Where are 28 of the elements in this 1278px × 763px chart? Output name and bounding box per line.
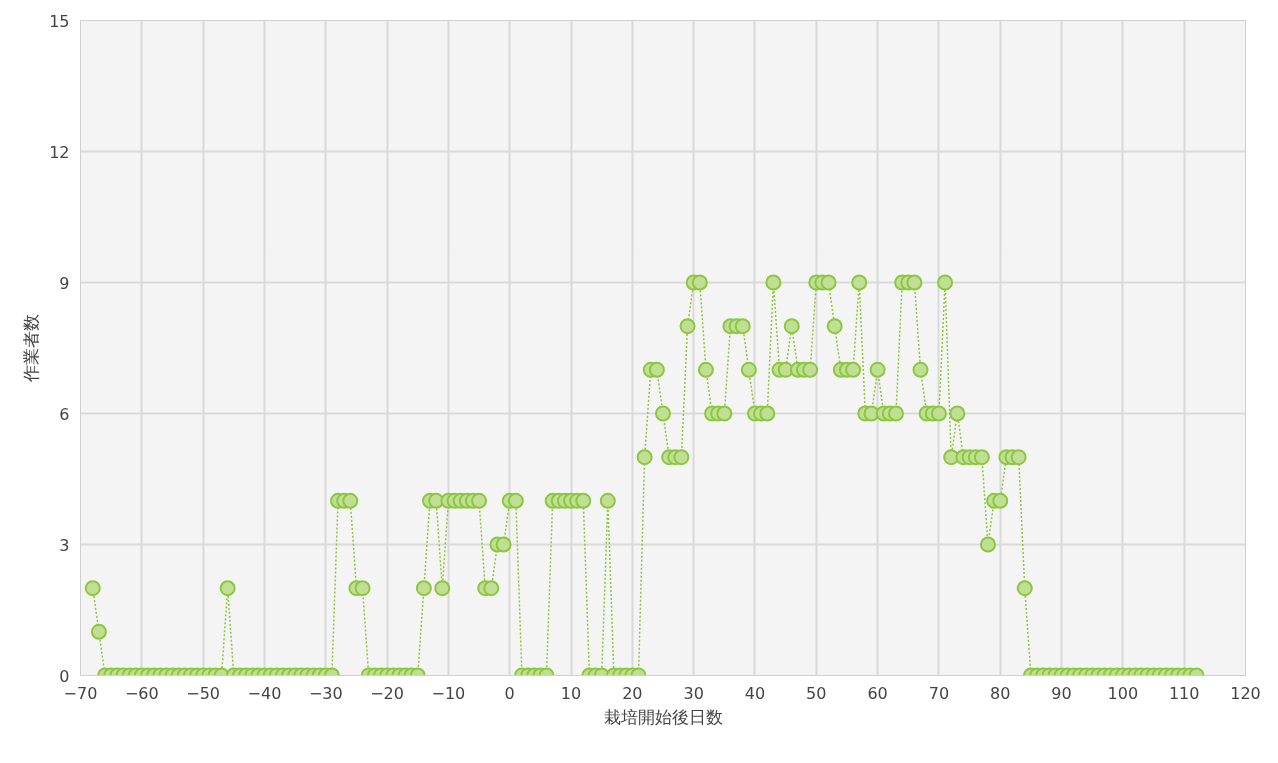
x-tick-label: 0	[504, 683, 515, 703]
x-tick-label: 120	[1230, 683, 1261, 703]
y-tick-label: 0	[59, 666, 70, 686]
x-tick-label: 80	[990, 683, 1011, 703]
x-axis-title: 栽培開始後日数	[603, 706, 723, 727]
x-tick-label: −60	[124, 683, 159, 703]
x-tick-label: 50	[806, 683, 827, 703]
x-tick-label: 90	[1051, 683, 1072, 703]
x-tick-label: −40	[247, 683, 282, 703]
x-tick-label: −50	[186, 683, 221, 703]
x-tick-label: 100	[1107, 683, 1139, 703]
x-tick-label: −70	[63, 683, 98, 703]
x-tick-label: 60	[867, 683, 888, 703]
y-tick-label: 3	[59, 535, 70, 555]
y-tick-label: 15	[49, 11, 70, 31]
x-tick-label: 30	[683, 683, 704, 703]
x-tick-label: −20	[370, 683, 404, 703]
y-tick-label: 12	[49, 142, 70, 162]
x-tick-label: −30	[308, 683, 343, 703]
y-tick-label: 6	[59, 404, 70, 424]
x-tick-label: 10	[560, 683, 582, 703]
x-tick-label: 40	[744, 683, 766, 703]
x-tick-label: 20	[622, 683, 643, 703]
x-tick-label: 70	[928, 683, 950, 703]
y-axis-title: 作業者数	[21, 314, 42, 383]
x-tick-label: −10	[431, 683, 466, 703]
y-tick-label: 9	[59, 273, 70, 293]
x-tick-label: 110	[1168, 683, 1200, 703]
